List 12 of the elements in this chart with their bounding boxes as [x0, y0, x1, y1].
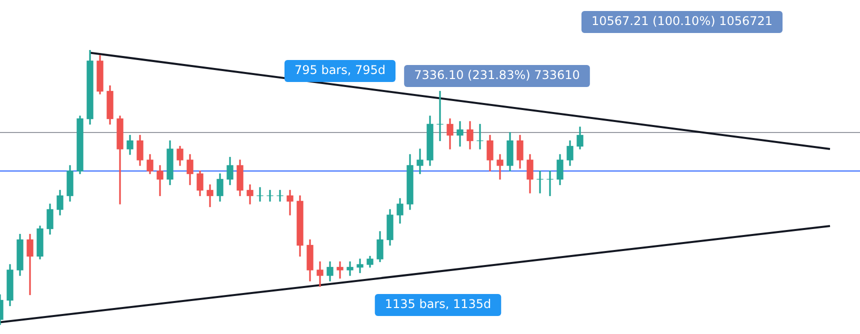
- candlestick: [316, 261, 324, 287]
- annotation: 1135 bars, 1135d: [384, 297, 492, 312]
- candlestick: [356, 258, 364, 274]
- candlestick: [416, 148, 424, 174]
- annotation: 7336.10 (231.83%) 733610: [414, 68, 580, 82]
- annotation: 795 bars, 795d: [294, 63, 386, 78]
- text: 10567.21 (100.10%) 1056721: [591, 14, 773, 28]
- candlestick: [496, 154, 504, 180]
- candlestick: [286, 190, 294, 216]
- candlestick: [336, 261, 344, 279]
- candlestick: [346, 261, 354, 276]
- candlestick: [456, 121, 464, 147]
